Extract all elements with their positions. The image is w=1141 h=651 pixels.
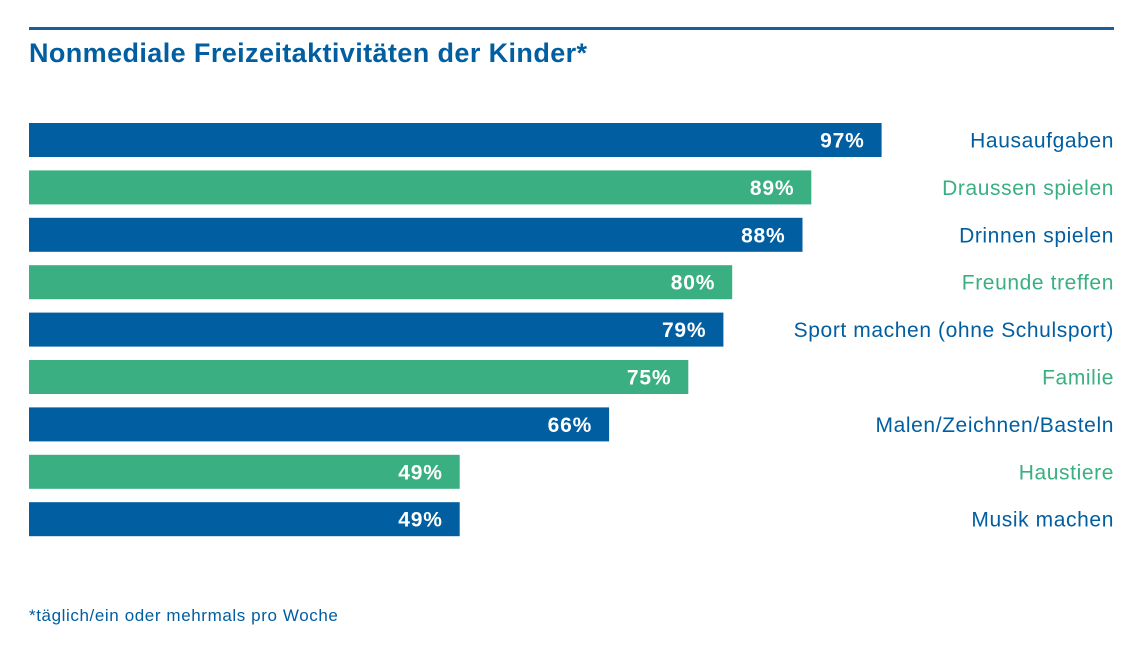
bar-value-label-8: 49% [398,461,442,484]
bar-value-label-9: 49% [398,509,442,532]
bar-7 [29,407,610,442]
category-label-1: Hausaufgaben [970,130,1114,153]
category-label-7: Malen/Zeichnen/Basteln [876,414,1115,437]
category-label-2: Draussen spielen [942,177,1114,200]
category-label-3: Drinnen spielen [959,224,1114,247]
category-label-9: Musik machen [971,509,1114,532]
bar-value-label-4: 80% [671,272,715,295]
category-label-4: Freunde treffen [962,272,1114,295]
category-label-8: Haustiere [1019,461,1114,484]
bar-5 [29,312,724,347]
bar-1 [29,123,882,157]
bar-9 [29,502,460,537]
bar-6 [29,360,689,394]
bar-value-label-1: 97% [820,130,864,153]
category-label-6: Familie [1042,367,1114,390]
bar-value-label-5: 79% [662,319,706,342]
chart-footnote: *täglich/ein oder mehrmals pro Woche [29,606,339,625]
bar-value-label-2: 89% [750,177,794,200]
bar-value-label-6: 75% [627,367,671,390]
bar-2 [29,170,812,205]
bar-3 [29,217,803,252]
bar-value-label-7: 66% [548,414,592,437]
chart-title: Nonmediale Freizeitaktivitäten der Kinde… [29,38,588,68]
bar-4 [29,265,733,300]
bar-8 [29,454,460,489]
category-label-5: Sport machen (ohne Schulsport) [794,319,1114,342]
bar-value-label-3: 88% [741,224,785,247]
title-top-rule [29,27,1114,30]
